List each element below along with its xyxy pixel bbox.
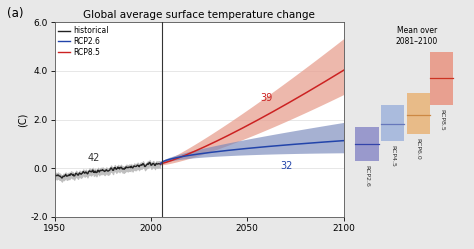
- Text: Mean over
2081–2100: Mean over 2081–2100: [396, 26, 438, 46]
- Text: RCP2.6: RCP2.6: [365, 165, 370, 187]
- Text: RCP8.5: RCP8.5: [439, 109, 444, 130]
- Text: (a): (a): [7, 7, 24, 20]
- Y-axis label: (C): (C): [17, 112, 27, 127]
- Text: 42: 42: [87, 153, 100, 163]
- Title: Global average surface temperature change: Global average surface temperature chang…: [83, 10, 315, 20]
- Text: 32: 32: [280, 161, 292, 171]
- Legend: historical, RCP2.6, RCP8.5: historical, RCP2.6, RCP8.5: [57, 25, 110, 59]
- Text: 39: 39: [261, 93, 273, 103]
- Text: RCP6.0: RCP6.0: [416, 138, 420, 160]
- Text: RCP4.5: RCP4.5: [390, 145, 395, 167]
